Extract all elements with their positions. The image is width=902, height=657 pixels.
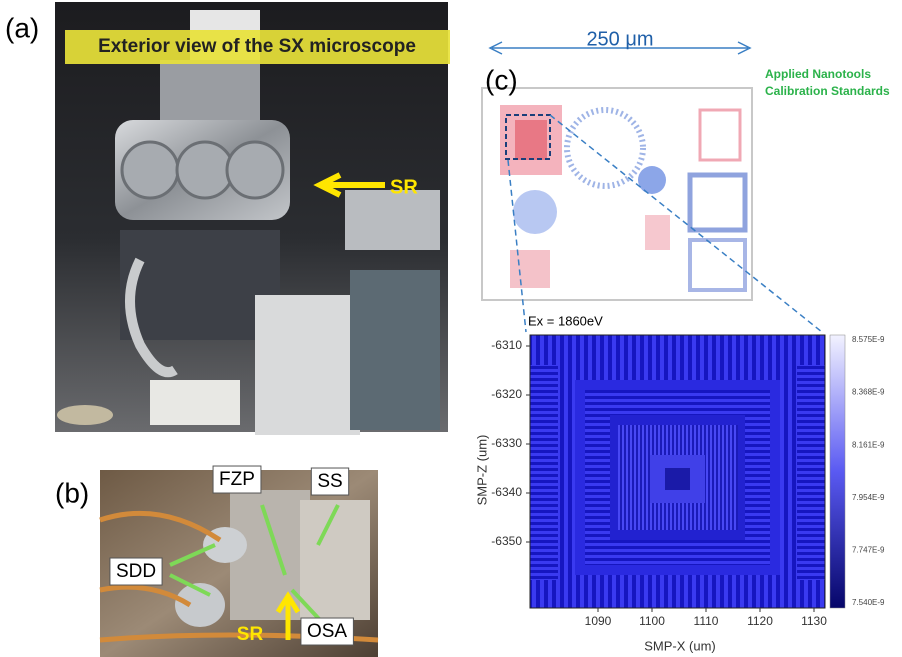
- colorbar-label: 8.575E-9: [852, 335, 885, 344]
- panel-label: (c): [485, 64, 518, 95]
- x-tick-label: 1110: [694, 614, 719, 628]
- annotation: FZP: [219, 469, 255, 490]
- x-axis-label: SMP-X (um): [644, 638, 716, 653]
- micrograph: [530, 335, 825, 608]
- energy-label: Ex = 1860eV: [528, 313, 603, 328]
- colorbar-label: 7.747E-9: [852, 546, 885, 555]
- annotation: SS: [317, 471, 342, 492]
- colorbar-label: 7.954E-9: [852, 493, 885, 502]
- annotation: OSA: [307, 621, 347, 642]
- colorbar-label: 8.368E-9: [852, 388, 885, 397]
- source-line: Applied Nanotools: [765, 67, 871, 81]
- x-tick-label: 1090: [585, 614, 612, 628]
- y-tick-label: -6320: [491, 387, 522, 401]
- scale-label: 250 μm: [586, 28, 653, 50]
- x-tick-label: 1100: [639, 614, 665, 628]
- panel-label: (b): [55, 477, 89, 508]
- photo-a: [55, 2, 448, 435]
- y-tick-label: -6310: [491, 338, 522, 352]
- y-tick-label: -6340: [491, 485, 522, 499]
- x-tick-label: 1120: [747, 614, 773, 628]
- panel-title: Exterior view of the SX microscope: [98, 36, 416, 57]
- overview-image: [482, 88, 752, 300]
- y-tick-label: -6330: [491, 436, 522, 450]
- annotation: SR: [237, 624, 264, 645]
- y-tick-label: -6350: [491, 534, 522, 548]
- colorbar-label: 8.161E-9: [852, 440, 885, 449]
- figure: (a) Exterior view of the SX microscope S…: [0, 0, 902, 657]
- x-tick-label: 1130: [801, 614, 827, 628]
- colorbar-label: 7.540E-9: [852, 598, 885, 607]
- beam-label: SR: [390, 176, 418, 198]
- colorbar: [830, 335, 845, 608]
- source-line: Calibration Standards: [765, 84, 890, 98]
- panel-label: (a): [5, 12, 39, 43]
- y-axis-label: SMP-Z (um): [474, 435, 489, 506]
- annotation: SDD: [116, 561, 156, 582]
